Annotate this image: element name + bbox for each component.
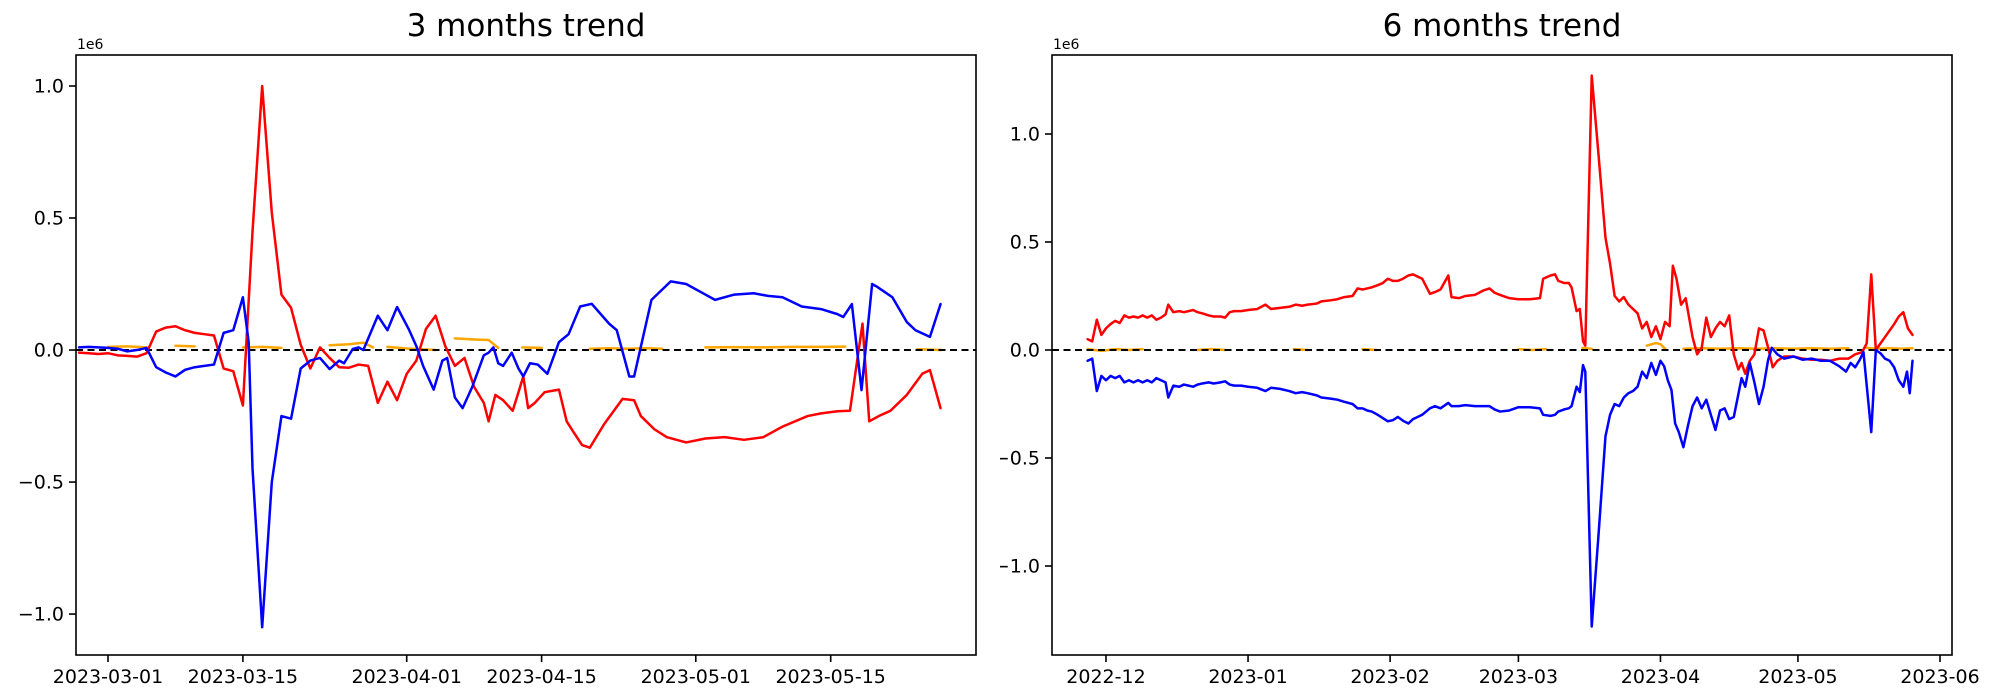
y-axis-offset-label: 1e6 [77,37,104,53]
x-tick-label: 2023-05-15 [775,666,885,688]
y-tick-label: −1.0 [18,604,64,626]
series-orange-line [328,341,375,349]
x-tick-label: 2023-04-01 [351,666,461,688]
x-tick-label: 2023-05 [1758,666,1837,688]
y-tick-label: −1.0 [1000,556,1040,578]
y-tick-label: 1.0 [1010,123,1040,145]
x-tick-label: 2023-02 [1350,666,1429,688]
series-red-line [1086,74,1914,376]
x-tick-label: 2023-01 [1208,666,1287,688]
series-red-line [77,84,942,449]
y-tick-label: −0.5 [1000,448,1040,470]
plot-border [75,54,977,656]
x-tick-label: 2023-04-15 [486,666,596,688]
x-tick-label: 2023-04 [1621,666,1700,688]
y-tick-label: 1.0 [34,75,64,97]
plot-border [1051,54,1953,656]
left-chart-title: 3 months trend [406,8,646,44]
series-orange-line [1645,341,1667,350]
series-blue-line [1086,346,1914,628]
series-orange-line [521,346,543,350]
series-orange-line [704,345,847,349]
x-tick-label: 2023-03-01 [53,666,163,688]
series-orange-line [106,345,148,349]
x-tick-label: 2023-06 [1900,666,1979,688]
x-tick-label: 2023-03-15 [188,666,298,688]
series-blue-line [77,280,942,629]
series-orange-line [1865,346,1914,350]
series-orange-line [174,344,196,348]
y-tick-label: 0.5 [34,208,64,230]
right-chart-6-months-trend: 1e6 2022-12 2023-01 2023-02 2023-03 2023-04 20… [1000,37,1980,688]
y-tick-label: 0.5 [1010,231,1040,253]
right-chart-title: 6 months trend [1382,8,1622,44]
y-axis-offset-label: 1e6 [1053,37,1080,53]
y-tick-label: −0.5 [18,472,64,494]
series-orange-line [588,346,664,350]
x-tick-label: 2023-03 [1479,666,1558,688]
x-tick-label: 2023-05-01 [641,666,751,688]
x-tick-label: 2022-12 [1066,666,1145,688]
series-orange-line [453,337,500,350]
series-orange-line [1581,346,1593,351]
y-tick-label: 0.0 [34,340,64,362]
y-tick-label: 0.0 [1010,339,1040,361]
left-chart-3-months-trend: 1e6 2023-03-01 2023-03-15 2023-04-01 2023-04… [18,37,977,688]
